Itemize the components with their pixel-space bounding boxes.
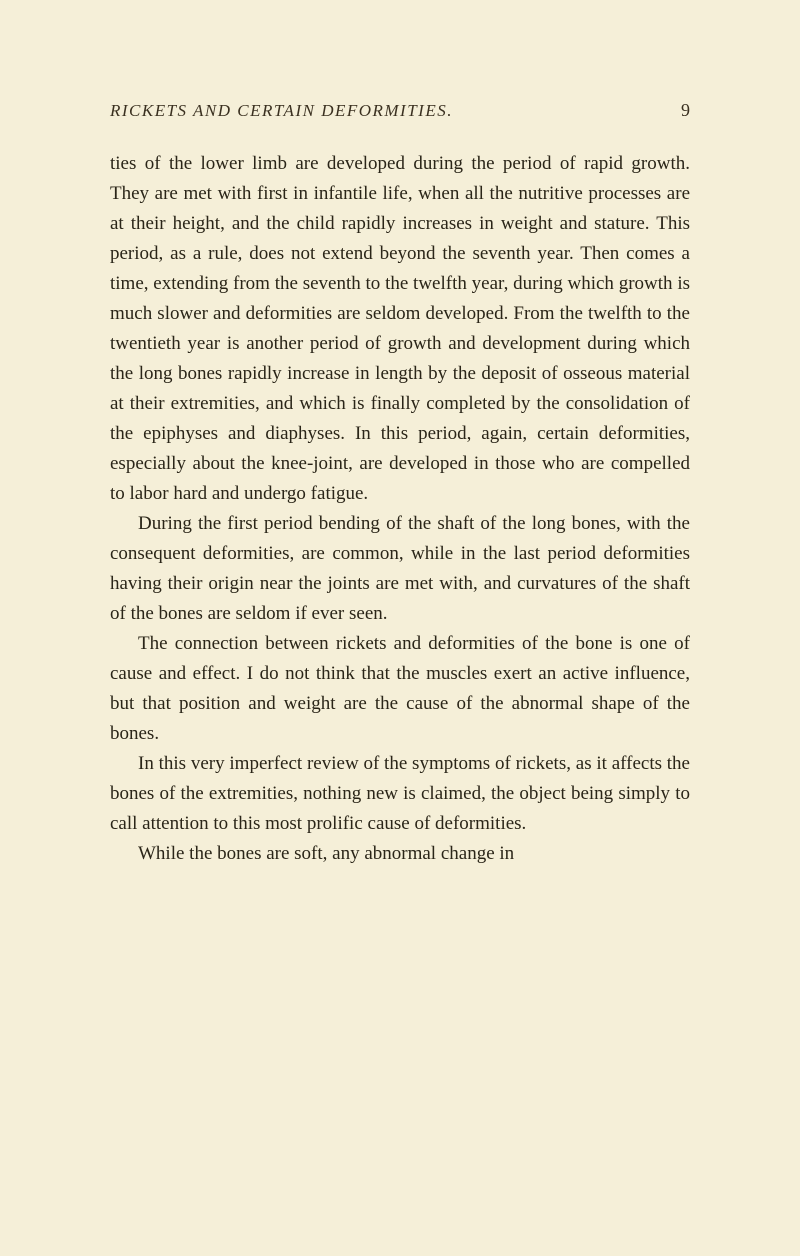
page-number: 9 <box>681 100 690 121</box>
paragraph-3: The connection between rickets and defor… <box>110 629 690 749</box>
paragraph-4: In this very imperfect review of the sym… <box>110 749 690 839</box>
body-text: ties of the lower limb are developed dur… <box>110 149 690 869</box>
paragraph-5: While the bones are soft, any abnormal c… <box>110 839 690 869</box>
paragraph-2: During the first period bending of the s… <box>110 509 690 629</box>
page-header: RICKETS AND CERTAIN DEFORMITIES. 9 <box>110 100 690 121</box>
paragraph-1: ties of the lower limb are developed dur… <box>110 149 690 509</box>
running-title: RICKETS AND CERTAIN DEFORMITIES. <box>110 101 453 121</box>
